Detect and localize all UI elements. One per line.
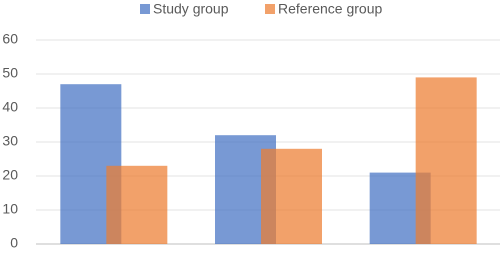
y-tick-label: 60 (2, 31, 18, 47)
y-tick-label: 50 (2, 65, 18, 81)
y-tick-label: 30 (2, 133, 18, 149)
legend-label: Study group (153, 1, 229, 17)
bar (261, 148, 322, 244)
bar (415, 77, 477, 245)
bar (106, 165, 168, 244)
y-tick-label: 0 (10, 235, 18, 251)
legend-swatch (140, 4, 150, 14)
y-tick-label: 40 (2, 99, 18, 115)
legend-swatch (265, 4, 275, 14)
y-tick-label: 10 (2, 201, 18, 217)
y-tick-label: 20 (2, 167, 18, 183)
legend-label: Reference group (278, 1, 383, 17)
